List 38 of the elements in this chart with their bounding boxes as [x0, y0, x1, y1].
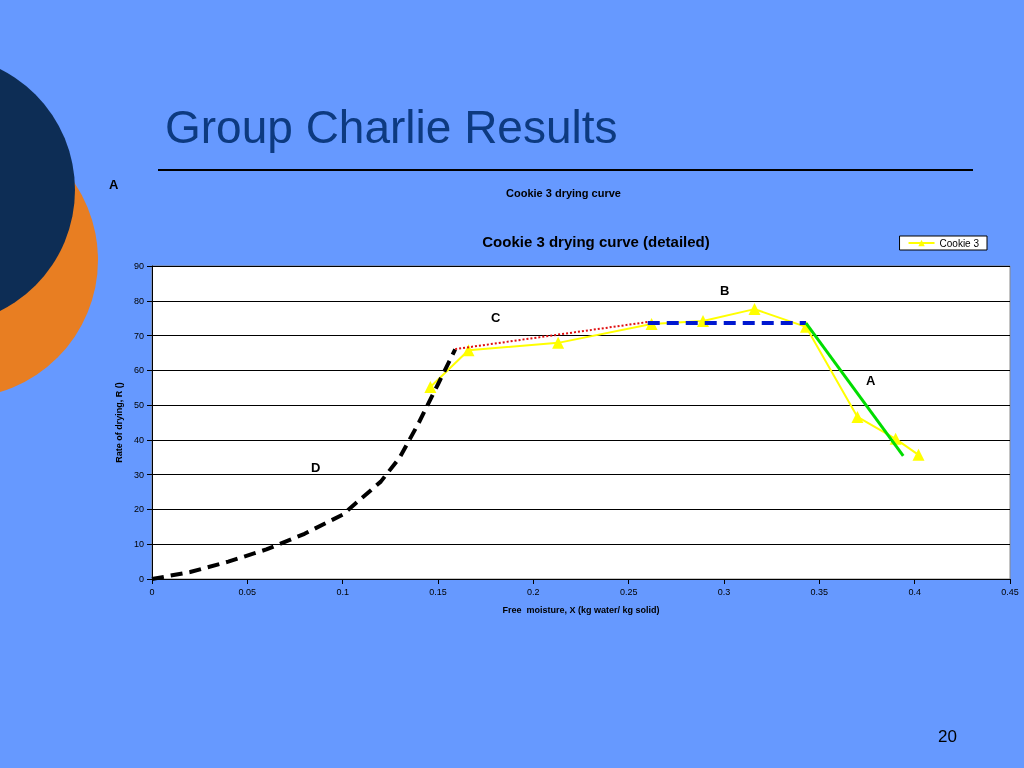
- annotation: D: [311, 460, 321, 475]
- point: [552, 336, 565, 349]
- point: [424, 381, 437, 394]
- point: [462, 344, 475, 357]
- annotation: A: [866, 373, 876, 388]
- text: Cookie 3 drying curve: [506, 187, 621, 199]
- y-tick-label: 50: [133, 400, 144, 411]
- annotation: C: [491, 310, 501, 325]
- text: A: [109, 177, 119, 192]
- x-tick-label: 0.2: [527, 586, 540, 597]
- x-tick-label: 0.45: [1001, 586, 1019, 597]
- x-tick-label: 0.15: [429, 586, 447, 597]
- annotation: B: [720, 283, 730, 298]
- x-tick-label: 0.4: [908, 586, 921, 597]
- x-tick-label: 0.1: [336, 586, 349, 597]
- point: [912, 448, 925, 461]
- x-tick-label: 0.35: [810, 586, 829, 597]
- y-tick-label: 40: [133, 434, 144, 445]
- chart-title: Group Charlie Results: [165, 100, 618, 154]
- x-tick-label: 0.05: [238, 586, 257, 597]
- point: [851, 410, 864, 423]
- y-tick-label: 20: [133, 504, 144, 515]
- x-tick-label: 0.3: [717, 586, 731, 597]
- x-tick-label: 0.25: [619, 586, 638, 597]
- legend-label: Cookie 3: [939, 237, 980, 249]
- y-tick-label: 60: [133, 365, 144, 376]
- x-tick-label: 0: [149, 586, 155, 597]
- text: 20: [938, 727, 957, 747]
- y-tick-label: 30: [133, 469, 144, 480]
- chart-subtitle: Cookie 3 drying curve (detailed): [482, 233, 710, 250]
- y-tick-label: 70: [133, 330, 144, 341]
- y-tick-label: 0: [138, 574, 144, 584]
- y-tick-label: 90: [133, 261, 144, 271]
- y-axis-title: Rate of drying, R (): [113, 382, 124, 463]
- y-tick-label: 10: [133, 539, 144, 550]
- x-axis-title: Free moisture, X (kg water/ kg solid): [502, 604, 660, 615]
- y-tick-label: 80: [133, 295, 144, 306]
- point: [748, 303, 761, 316]
